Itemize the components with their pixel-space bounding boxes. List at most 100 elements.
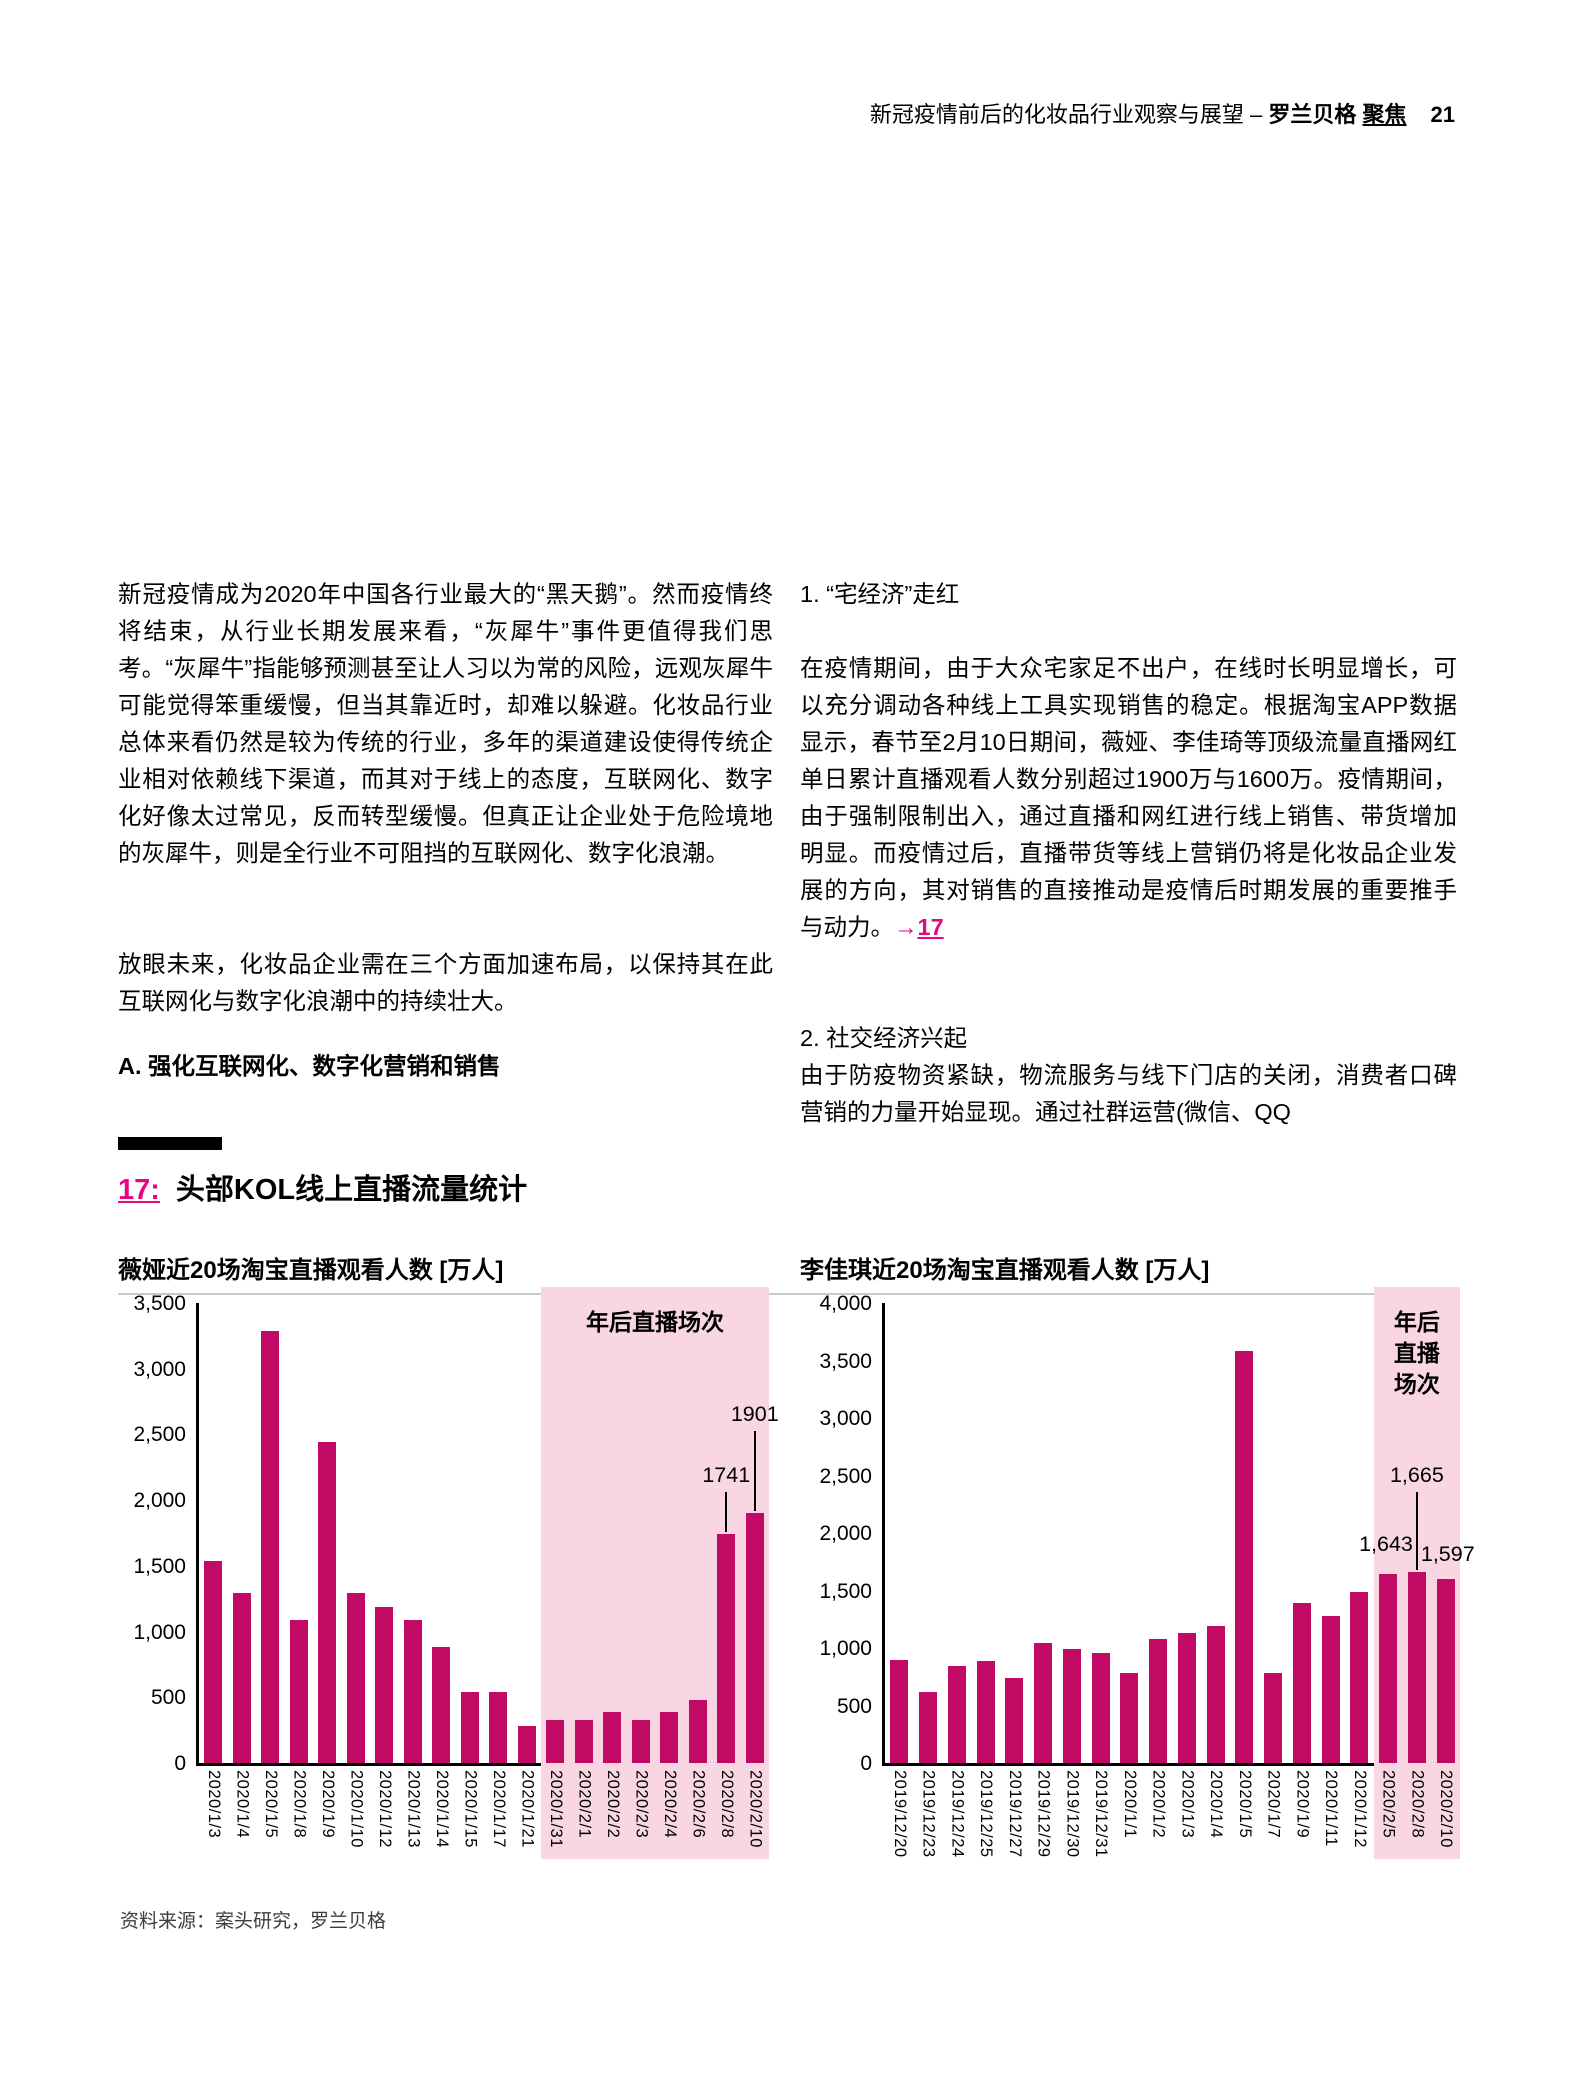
- bar: [1379, 1574, 1398, 1763]
- data-label: 1741: [702, 1463, 751, 1488]
- bar-slot: [1345, 1303, 1374, 1763]
- bar-slot: [712, 1303, 741, 1763]
- bar: [1062, 1649, 1081, 1763]
- y-axis-label: 0: [860, 1752, 872, 1775]
- bar-slot: [914, 1303, 943, 1763]
- x-axis-labels: 2019/12/20 2019/12/23 2019/12/24 2019/12/25…: [885, 1763, 1460, 1873]
- x-axis-slot: 2020/1/5: [256, 1763, 285, 1873]
- bar-slot: [1029, 1303, 1058, 1763]
- bars-group: [199, 1303, 769, 1763]
- y-axis-label: 0: [174, 1752, 186, 1775]
- x-axis-slot: 2020/1/8: [285, 1763, 314, 1873]
- figure-17-link[interactable]: →17: [894, 914, 944, 940]
- x-axis-label: 2020/2/4: [660, 1770, 679, 1839]
- bar-slot: [971, 1303, 1000, 1763]
- x-axis-label: 2020/2/6: [689, 1770, 708, 1839]
- x-axis-slot: 2020/1/3: [199, 1763, 228, 1873]
- highlight-label: 年后直播场次: [1374, 1307, 1460, 1400]
- highlight-label-line: 场次: [1393, 1371, 1440, 1397]
- bar: [976, 1660, 995, 1763]
- bar-slot: [1058, 1303, 1087, 1763]
- highlight-label-line: 年后直播场次: [586, 1309, 724, 1335]
- bar-slot: [1000, 1303, 1029, 1763]
- bar-slot: [570, 1303, 599, 1763]
- section-heading-2: 2. 社交经济兴起: [800, 1025, 968, 1051]
- x-axis-slot: 2020/1/31: [541, 1763, 570, 1873]
- x-axis-slot: 2020/2/8: [712, 1763, 741, 1873]
- data-label: 1,597: [1420, 1542, 1475, 1566]
- bar: [403, 1619, 422, 1763]
- x-axis-label: 2020/1/11: [1322, 1770, 1341, 1847]
- x-axis-slot: 2020/1/9: [1288, 1763, 1317, 1873]
- y-axis-label: 2,500: [133, 1423, 186, 1447]
- header-brand-focus: 聚焦: [1362, 102, 1407, 127]
- x-axis-slot: 2019/12/29: [1029, 1763, 1058, 1873]
- x-axis-slot: 2019/12/31: [1086, 1763, 1115, 1873]
- callout-line: [1415, 1491, 1418, 1570]
- x-axis-slot: 2019/12/25: [971, 1763, 1000, 1873]
- figure-title-row: 17: 头部KOL线上直播流量统计: [118, 1166, 527, 1208]
- bar: [489, 1692, 508, 1763]
- highlight-label-line: 直播: [1393, 1340, 1440, 1366]
- x-axis-label: 2020/1/7: [1264, 1770, 1283, 1839]
- x-axis-slot: 2019/12/30: [1058, 1763, 1087, 1873]
- x-axis-slot: 2020/1/21: [513, 1763, 542, 1873]
- x-axis-label: 2020/1/3: [1178, 1770, 1197, 1839]
- bar-slot: [228, 1303, 257, 1763]
- bar: [919, 1691, 938, 1763]
- bar-slot: [370, 1303, 399, 1763]
- bar-slot: [256, 1303, 285, 1763]
- y-axis-label: 1,500: [133, 1554, 186, 1578]
- highlight-label-line: 年后: [1393, 1309, 1440, 1335]
- y-axis-label: 500: [150, 1686, 186, 1710]
- x-axis-label: 2020/1/5: [261, 1770, 280, 1839]
- x-axis-label: 2020/1/9: [318, 1770, 337, 1839]
- x-axis-slot: 2019/12/23: [914, 1763, 943, 1873]
- bar-slot: [541, 1303, 570, 1763]
- paragraph-text: 在疫情期间，由于大众宅家足不出户，在线时长明显增长，可以充分调动各种线上工具实现…: [800, 655, 1457, 940]
- bar: [1091, 1652, 1110, 1763]
- bar: [346, 1593, 365, 1763]
- x-axis-label: 2020/1/2: [1149, 1770, 1168, 1839]
- bar-slot: [1201, 1303, 1230, 1763]
- x-axis-slot: 2020/1/17: [484, 1763, 513, 1873]
- y-axis-label: 1,500: [819, 1579, 872, 1603]
- plot-area: 年后直播场次 0 500 1,000 1,500 2,000 2,500 3,000 3,500…: [133, 1287, 779, 1859]
- bar: [688, 1699, 707, 1763]
- bar-slot: [1173, 1303, 1202, 1763]
- paragraph: 由于防疫物资紧缺，物流服务与线下门店的关闭，消费者口碑营销的力量开始显现。通过社…: [800, 1062, 1457, 1125]
- bar-slot: [199, 1303, 228, 1763]
- x-axis-slot: 2020/2/8: [1403, 1763, 1432, 1873]
- bar: [1034, 1643, 1053, 1763]
- x-axis-slot: 2020/1/11: [1316, 1763, 1345, 1873]
- bar: [1120, 1673, 1139, 1763]
- x-axis-slot: 2020/1/3: [1173, 1763, 1202, 1873]
- bar: [546, 1719, 565, 1763]
- bar: [1206, 1626, 1225, 1763]
- arrow-right-icon: →: [894, 914, 918, 940]
- bar-slot: [427, 1303, 456, 1763]
- highlight-label: 年后直播场次: [541, 1307, 769, 1338]
- x-axis-label: 2019/12/29: [1034, 1770, 1053, 1858]
- bar-slot: [684, 1303, 713, 1763]
- header-title: 新冠疫情前后的化妆品行业观察与展望 –: [869, 102, 1269, 127]
- x-axis-label: 2020/2/10: [1437, 1770, 1456, 1848]
- bar: [574, 1719, 593, 1763]
- bar-slot: [1115, 1303, 1144, 1763]
- bars-group: [885, 1303, 1460, 1763]
- x-axis-slot: 2019/12/24: [943, 1763, 972, 1873]
- x-axis-slot: 2020/1/13: [399, 1763, 428, 1873]
- bar: [947, 1666, 966, 1763]
- y-axis-label: 1,000: [819, 1637, 872, 1660]
- data-label: 1901: [730, 1402, 779, 1427]
- x-axis-label: 2020/1/12: [1350, 1770, 1369, 1848]
- x-axis-slot: 2020/1/2: [1144, 1763, 1173, 1873]
- x-axis-label: 2019/12/24: [948, 1770, 967, 1858]
- bar-slot: [1230, 1303, 1259, 1763]
- x-axis-slot: 2020/1/12: [370, 1763, 399, 1873]
- x-axis-label: 2020/1/12: [375, 1770, 394, 1848]
- left-column: 新冠疫情成为2020年中国各行业最大的“黑天鹅”。然而疫情终将结束，从行业长期发…: [118, 576, 773, 1085]
- bar: [289, 1619, 308, 1763]
- bar-slot: [1374, 1303, 1403, 1763]
